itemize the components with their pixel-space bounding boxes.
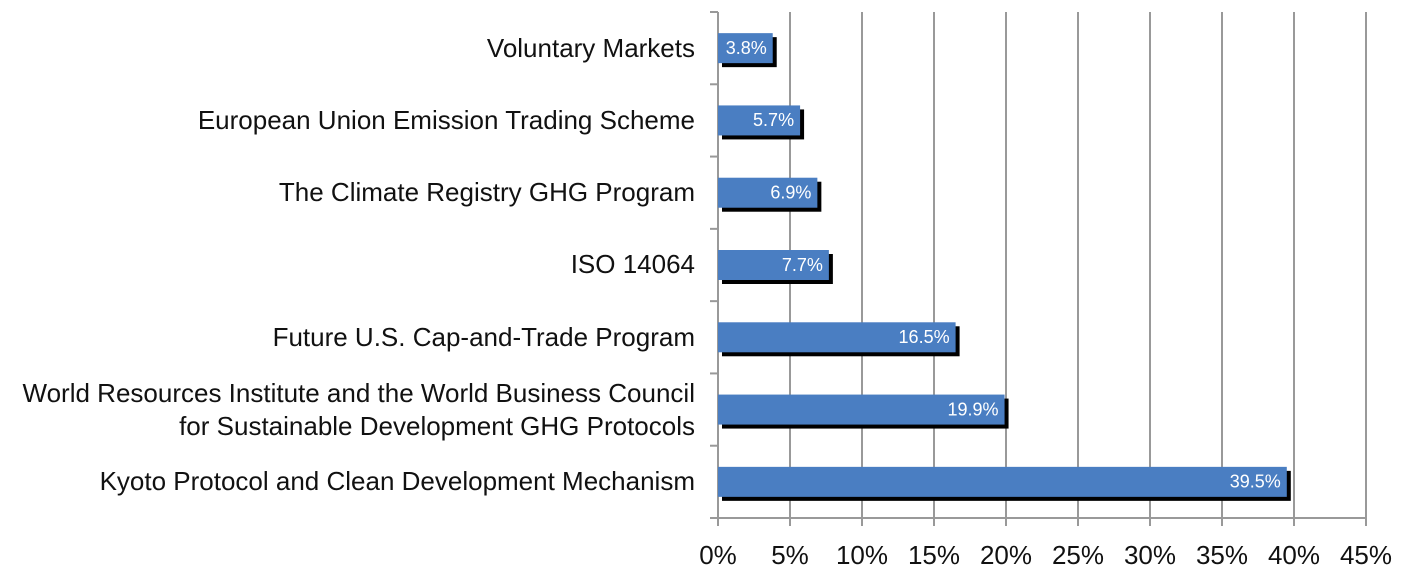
bar xyxy=(718,33,773,64)
y-tick-label: Voluntary Markets xyxy=(486,32,695,63)
y-tick-label: Future U.S. Cap-and-Trade Program xyxy=(272,321,695,352)
x-tick-label: 35% xyxy=(1196,540,1248,570)
y-tick-label: World Resources Institute and the World … xyxy=(22,377,695,441)
value-label: 6.9% xyxy=(770,182,811,202)
x-tick-label: 25% xyxy=(1052,540,1104,570)
bar xyxy=(718,394,1005,425)
y-tick-label: European Union Emission Trading Scheme xyxy=(197,104,695,135)
value-label: 19.9% xyxy=(948,399,999,419)
bar xyxy=(718,322,956,353)
bar xyxy=(718,466,1287,497)
x-tick-label: 10% xyxy=(836,540,888,570)
x-tick-label: 20% xyxy=(980,540,1032,570)
bar xyxy=(718,250,829,280)
value-label: 5.7% xyxy=(753,110,794,130)
y-tick-label: The Climate Registry GHG Program xyxy=(278,177,695,208)
value-label: 7.7% xyxy=(782,255,823,275)
value-label: 16.5% xyxy=(899,327,950,347)
x-tick-label: 0% xyxy=(699,540,737,570)
x-tick-label: 45% xyxy=(1340,540,1392,570)
x-tick-label: 40% xyxy=(1268,540,1320,570)
value-label: 39.5% xyxy=(1230,472,1281,492)
y-tick-label: ISO 14064 xyxy=(570,249,695,280)
bar xyxy=(718,177,818,208)
value-label: 3.8% xyxy=(726,38,767,58)
bar xyxy=(718,105,801,136)
x-tick-label: 5% xyxy=(771,540,809,570)
y-tick-label: Kyoto Protocol and Clean Development Mec… xyxy=(99,466,695,497)
x-tick-label: 15% xyxy=(908,540,960,570)
x-tick-label: 30% xyxy=(1124,540,1176,570)
